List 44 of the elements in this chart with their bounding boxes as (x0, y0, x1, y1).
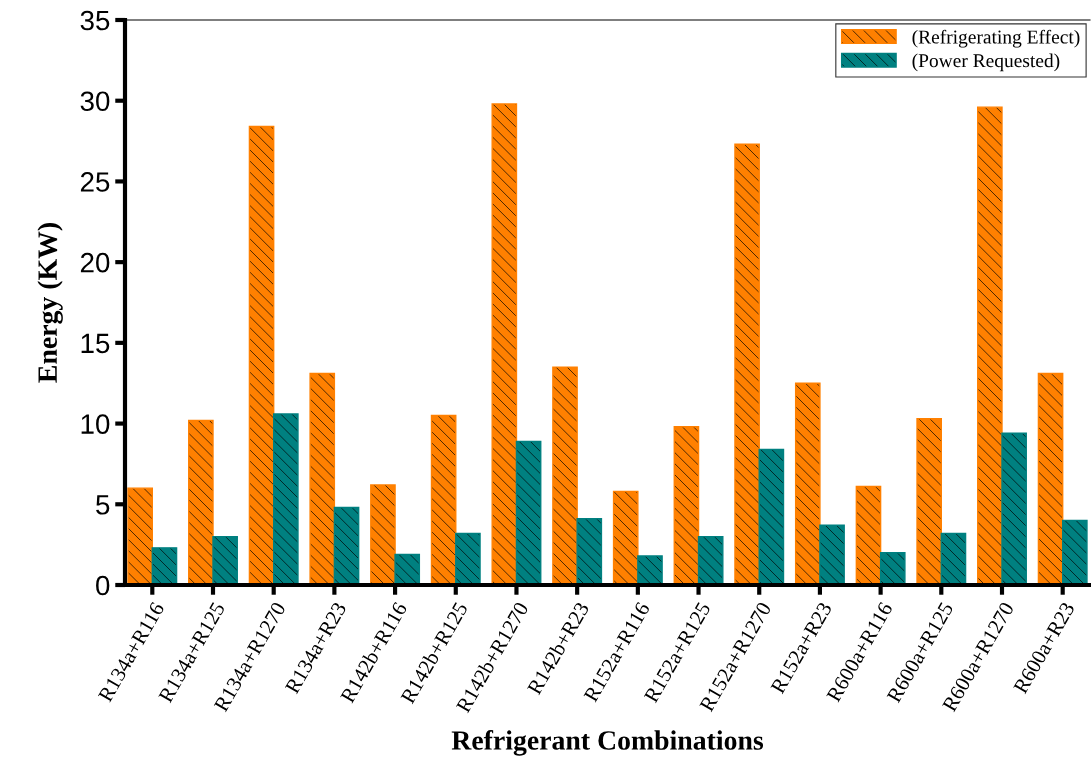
bar (1001, 432, 1027, 585)
bar (515, 440, 542, 585)
bar (794, 382, 821, 585)
legend-label: (Power Requested) (912, 53, 1060, 72)
bar (309, 372, 336, 585)
bar (188, 419, 214, 585)
y-tick-label: 25 (80, 172, 110, 192)
bar (916, 418, 943, 585)
y-tick-label: 0 (96, 575, 110, 596)
y-tick-label: 5 (96, 495, 110, 515)
y-axis-title: Energy (KW) (37, 223, 63, 383)
bar (151, 547, 178, 585)
bar (734, 143, 760, 585)
bar (272, 413, 299, 585)
y-tick-label: 20 (80, 252, 110, 273)
bar (940, 532, 967, 585)
bar (491, 103, 518, 585)
bar (977, 106, 1003, 585)
y-tick-label: 30 (80, 91, 110, 112)
bar (552, 366, 578, 585)
bar (127, 487, 154, 585)
x-axis-title: Refrigerant Combinations (451, 730, 764, 756)
bar (855, 485, 882, 585)
bar (212, 535, 238, 585)
bar (612, 490, 639, 585)
legend-label: (Refrigerating Effect) (912, 29, 1080, 48)
bar (1037, 372, 1064, 585)
bar (248, 125, 275, 585)
bar (430, 414, 457, 585)
bar (879, 552, 906, 585)
bar (370, 484, 396, 585)
bar (697, 535, 724, 585)
bar (673, 426, 700, 585)
y-tick-label: 15 (81, 333, 110, 354)
bar (455, 532, 481, 585)
bar (1061, 519, 1088, 585)
bar (333, 506, 360, 585)
bar (819, 524, 845, 585)
bar (394, 553, 421, 585)
bar (758, 448, 785, 585)
bar (637, 555, 663, 585)
y-tick-label: 10 (81, 414, 110, 434)
y-tick-label: 35 (80, 10, 110, 31)
bar (576, 518, 603, 585)
